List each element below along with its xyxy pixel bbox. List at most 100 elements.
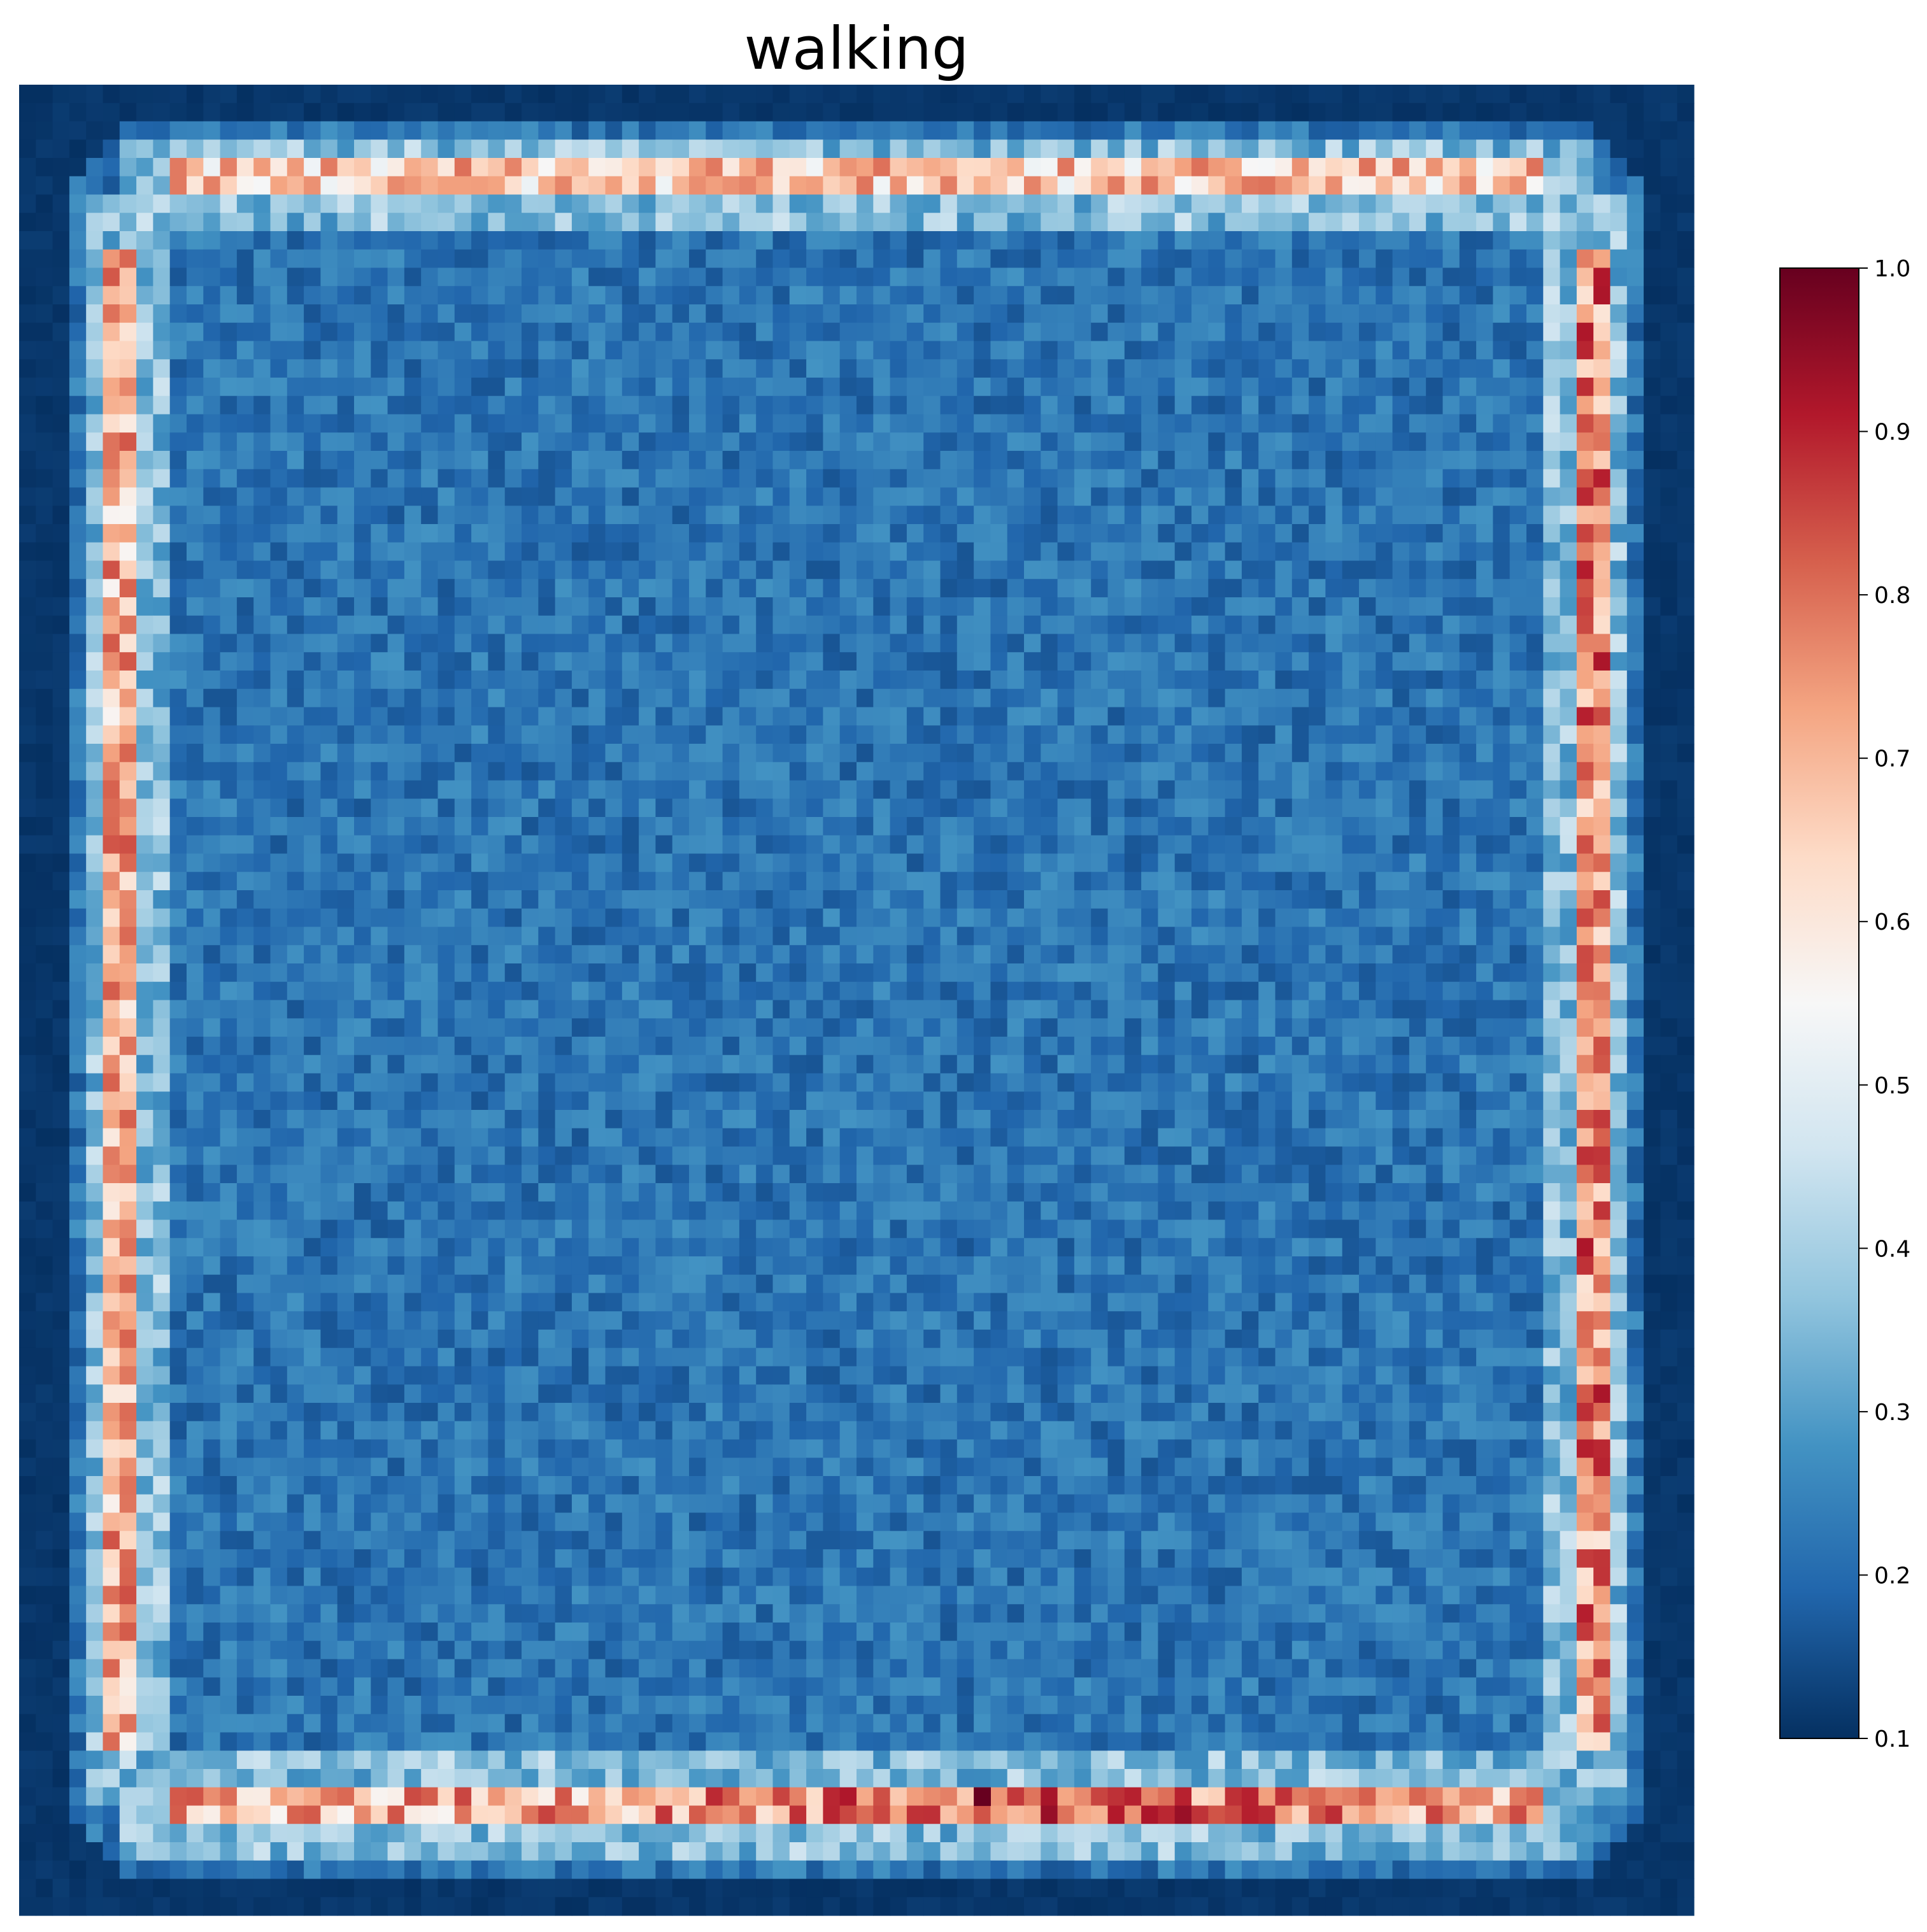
heatmap-cell — [354, 524, 371, 543]
heatmap-cell — [1158, 506, 1176, 525]
heatmap-cell — [1543, 524, 1561, 543]
heatmap-cell — [421, 469, 439, 488]
heatmap-cell — [19, 139, 36, 159]
heatmap-cell — [454, 981, 472, 1001]
heatmap-cell — [320, 158, 338, 177]
heatmap-cell — [806, 597, 823, 616]
heatmap-cell — [69, 158, 87, 177]
heatmap-cell — [655, 506, 673, 525]
heatmap-cell — [1258, 451, 1276, 470]
heatmap-cell — [1359, 506, 1376, 525]
heatmap-cell — [337, 853, 355, 872]
heatmap-cell — [1543, 872, 1561, 891]
heatmap-cell — [421, 908, 439, 928]
heatmap-cell — [873, 835, 891, 855]
heatmap-cell — [253, 506, 271, 525]
heatmap-cell — [1191, 359, 1209, 378]
heatmap-cell — [1074, 579, 1091, 598]
heatmap-cell — [1007, 853, 1025, 872]
heatmap-cell — [906, 451, 924, 470]
heatmap-cell — [304, 725, 321, 744]
heatmap-cell — [1376, 487, 1393, 506]
heatmap-cell — [706, 634, 723, 653]
heatmap-cell — [1041, 432, 1058, 451]
heatmap-cell — [940, 451, 958, 470]
heatmap-cell — [672, 890, 690, 909]
heatmap-cell — [622, 579, 639, 598]
heatmap-cell — [857, 634, 874, 653]
heatmap-cell — [387, 158, 405, 177]
heatmap-cell — [1275, 341, 1293, 360]
heatmap-cell — [1644, 542, 1661, 562]
heatmap-cell — [974, 927, 991, 946]
heatmap-cell — [1593, 963, 1611, 983]
heatmap-cell — [1057, 945, 1075, 964]
heatmap-cell — [722, 744, 740, 763]
heatmap-cell — [1325, 487, 1343, 506]
heatmap-cell — [956, 213, 974, 232]
heatmap-cell — [1275, 304, 1293, 323]
heatmap-cell — [1258, 615, 1276, 635]
heatmap-cell — [404, 579, 422, 598]
heatmap-cell — [655, 707, 673, 726]
heatmap-cell — [956, 524, 974, 543]
heatmap-cell — [103, 853, 120, 872]
heatmap-cell — [571, 963, 589, 983]
heatmap-cell — [404, 744, 422, 763]
heatmap-cell — [153, 414, 171, 433]
heatmap-cell — [1174, 927, 1192, 946]
heatmap-cell — [772, 707, 790, 726]
heatmap-cell — [806, 158, 823, 177]
heatmap-cell — [806, 469, 823, 488]
heatmap-cell — [320, 231, 338, 250]
heatmap-cell — [354, 85, 371, 104]
heatmap-cell — [187, 286, 204, 305]
heatmap-cell — [689, 927, 706, 946]
heatmap-cell — [220, 249, 238, 269]
heatmap-cell — [923, 762, 941, 781]
heatmap-cell — [605, 707, 623, 726]
heatmap-cell — [739, 780, 757, 799]
heatmap-cell — [522, 286, 539, 305]
heatmap-cell — [504, 762, 522, 781]
heatmap-cell — [1041, 963, 1058, 983]
heatmap-cell — [454, 945, 472, 964]
heatmap-cell — [488, 103, 506, 122]
heatmap-cell — [722, 817, 740, 836]
heatmap-cell — [1325, 945, 1343, 964]
heatmap-cell — [538, 688, 556, 708]
heatmap-cell — [504, 322, 522, 342]
heatmap-cell — [689, 762, 706, 781]
heatmap-cell — [36, 469, 53, 488]
heatmap-cell — [1107, 707, 1125, 726]
heatmap-cell — [1376, 634, 1393, 653]
heatmap-cell — [588, 524, 606, 543]
heatmap-cell — [1677, 799, 1695, 818]
heatmap-cell — [1174, 542, 1192, 562]
heatmap-cell — [672, 176, 690, 195]
heatmap-cell — [722, 267, 740, 287]
heatmap-cell — [1074, 322, 1091, 342]
heatmap-cell — [974, 103, 991, 122]
heatmap-cell — [169, 506, 187, 525]
heatmap-cell — [1057, 615, 1075, 635]
heatmap-cell — [1225, 945, 1242, 964]
heatmap-cell — [739, 267, 757, 287]
heatmap-cell — [857, 744, 874, 763]
heatmap-cell — [588, 890, 606, 909]
heatmap-cell — [655, 139, 673, 159]
heatmap-cell — [371, 963, 388, 983]
heatmap-cell — [1225, 615, 1242, 635]
heatmap-cell — [1560, 579, 1577, 598]
heatmap-cell — [655, 927, 673, 946]
heatmap-cell — [1610, 139, 1628, 159]
heatmap-cell — [1191, 744, 1209, 763]
heatmap-cell — [1677, 853, 1695, 872]
heatmap-cell — [488, 853, 506, 872]
heatmap-cell — [1074, 341, 1091, 360]
heatmap-cell — [1677, 597, 1695, 616]
heatmap-cell — [605, 506, 623, 525]
heatmap-cell — [823, 341, 841, 360]
heatmap-cell — [1124, 963, 1142, 983]
heatmap-cell — [1225, 908, 1242, 928]
